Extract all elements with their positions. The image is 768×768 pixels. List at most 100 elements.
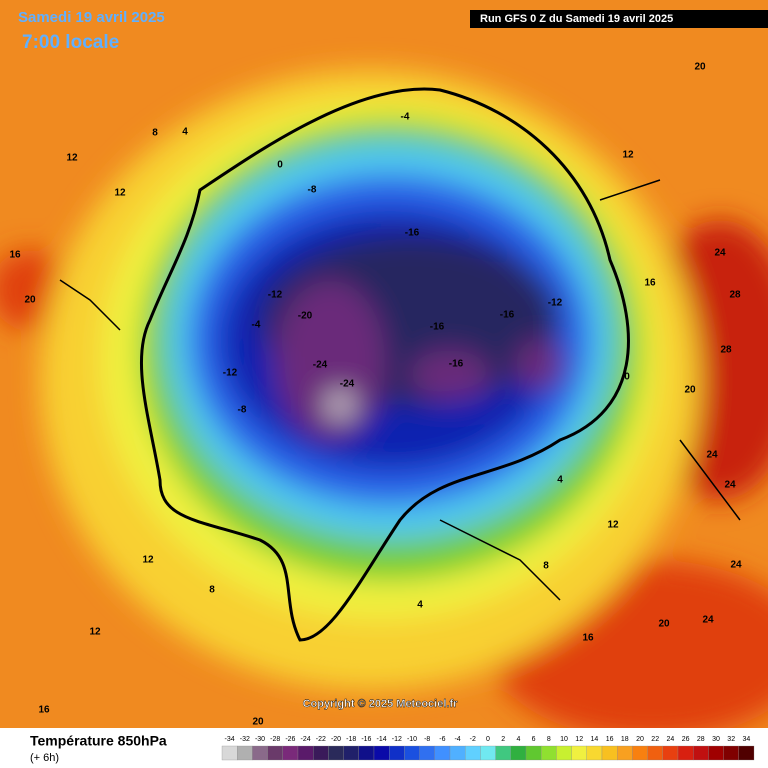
scale-tick-label: -30 (255, 736, 265, 743)
scale-tick-label: -26 (285, 736, 295, 743)
isotherm-label: -16 (430, 322, 445, 333)
scale-tick-label: -12 (392, 736, 402, 743)
temperature-field (0, 0, 768, 728)
isotherm-label: -4 (401, 112, 410, 123)
scale-swatch (237, 745, 253, 761)
scale-tick-label: -24 (301, 736, 311, 743)
scale-tick-label: 20 (636, 736, 644, 743)
scale-tick-label: 16 (606, 736, 614, 743)
scale-tick-label: 26 (682, 736, 690, 743)
isotherm-label: 16 (9, 250, 21, 261)
scale-tick-label: 30 (712, 736, 720, 743)
scale-tick-label: 18 (621, 736, 629, 743)
scale-swatch (419, 745, 435, 761)
scale-tick-label: 6 (532, 736, 536, 743)
isotherm-label: 16 (644, 278, 656, 289)
isotherm-labels: 12 12 16 20 20 24 28 28 24 24 20 16 12 8 4 0 -4 -8 -12 -12 -… (9, 62, 742, 728)
isotherm-label: -8 (308, 185, 317, 196)
scale-tick-label: 12 (575, 736, 583, 743)
scale-tick-label: 32 (727, 736, 735, 743)
isotherm-label: 4 (557, 475, 563, 486)
isotherm-label: 20 (694, 62, 706, 73)
isotherm-label: 24 (730, 560, 742, 571)
isotherm-label: 8 (152, 128, 158, 139)
scale-swatch (343, 745, 359, 761)
run-banner (470, 10, 768, 28)
color-scale: -34 -32 -30 -28 -26 -24 -22 -20 -18 -16 -14 -12 -10-… (221, 736, 755, 761)
scale-swatch (632, 745, 648, 761)
scale-tick-label: 22 (651, 736, 659, 743)
isotherm-label: 12 (607, 520, 619, 531)
isotherm-label: 28 (729, 290, 741, 301)
scale-swatch (693, 745, 709, 761)
scale-swatch (647, 745, 663, 761)
scale-swatch (313, 745, 329, 761)
isotherm-label: 4 (417, 600, 423, 611)
scale-swatch (373, 745, 390, 761)
scale-tick-label: -14 (377, 736, 387, 743)
scale-swatch (449, 745, 466, 761)
scale-tick-label: -16 (361, 736, 371, 743)
scale-tick-label: -34 (225, 736, 235, 743)
copyright: Copyright © 2025 Meteociel.fr (303, 698, 459, 710)
scale-tick-label: -10 (407, 736, 417, 743)
isotherm-label: 0 (277, 160, 283, 171)
date: Samedi 19 avril 2025 (18, 9, 165, 26)
scale-swatch (495, 745, 511, 761)
scale-swatch (465, 745, 481, 761)
legend-subtitle: (+ 6h) (30, 752, 59, 764)
isotherm-label: 20 (658, 619, 670, 630)
scale-swatch (677, 745, 694, 761)
isotherm-label: 24 (724, 480, 736, 491)
isotherm-label: -16 (405, 228, 420, 239)
run-info: Run GFS 0 Z du Samedi 19 avril 2025 (480, 13, 673, 25)
isotherm-label: 20 (252, 717, 264, 728)
time: 7:00 locale (22, 32, 119, 53)
scale-swatch (662, 745, 679, 761)
scale-swatch (221, 745, 238, 761)
isotherm-label: -24 (340, 379, 355, 390)
scale-tick-label: 4 (516, 736, 520, 743)
scale-tick-label: -20 (331, 736, 341, 743)
isotherm-label: -12 (223, 368, 238, 379)
scale-swatch (556, 745, 572, 761)
isotherm-label: 24 (714, 248, 726, 259)
isotherm-label: 0 (624, 372, 630, 383)
scale-tick-label: 24 (667, 736, 675, 743)
scale-swatch (708, 745, 724, 761)
isotherm-label: -8 (238, 405, 247, 416)
isotherm-label: -4 (252, 320, 261, 331)
scale-swatch (601, 745, 618, 761)
scale-swatch (525, 745, 542, 761)
isotherm-label: 12 (89, 627, 101, 638)
isotherm-label: 8 (543, 561, 549, 572)
scale-tick-label: 0 (486, 736, 490, 743)
isotherm-label: -16 (500, 310, 515, 321)
scale-swatch (297, 745, 314, 761)
scale-tick-label: 14 (591, 736, 599, 743)
scale-swatch (586, 745, 603, 761)
scale-swatch (480, 745, 496, 761)
scale-tick-label: -2 (470, 736, 476, 743)
isotherm-label: 12 (114, 188, 126, 199)
scale-tick-label: 8 (547, 736, 551, 743)
isotherm-label: 20 (24, 295, 36, 306)
scale-swatch (358, 745, 375, 761)
isotherm-label: 20 (684, 385, 696, 396)
isotherm-label: 8 (209, 585, 215, 596)
scale-tick-label: 10 (560, 736, 568, 743)
scale-tick-label: -8 (424, 736, 430, 743)
isotherm-label: 12 (142, 555, 154, 566)
scale-tick-label: 2 (501, 736, 505, 743)
scale-tick-label: 28 (697, 736, 705, 743)
isotherm-label: 12 (622, 150, 634, 161)
scale-swatch (510, 745, 527, 761)
isotherm-label: 28 (720, 345, 732, 356)
scale-tick-label: -4 (454, 736, 460, 743)
scale-tick-label: -32 (240, 736, 250, 743)
isotherm-label: -16 (449, 359, 464, 370)
isotherm-label: 24 (702, 615, 714, 626)
isotherm-label: 12 (66, 153, 78, 164)
isotherm-label: 16 (582, 633, 594, 644)
